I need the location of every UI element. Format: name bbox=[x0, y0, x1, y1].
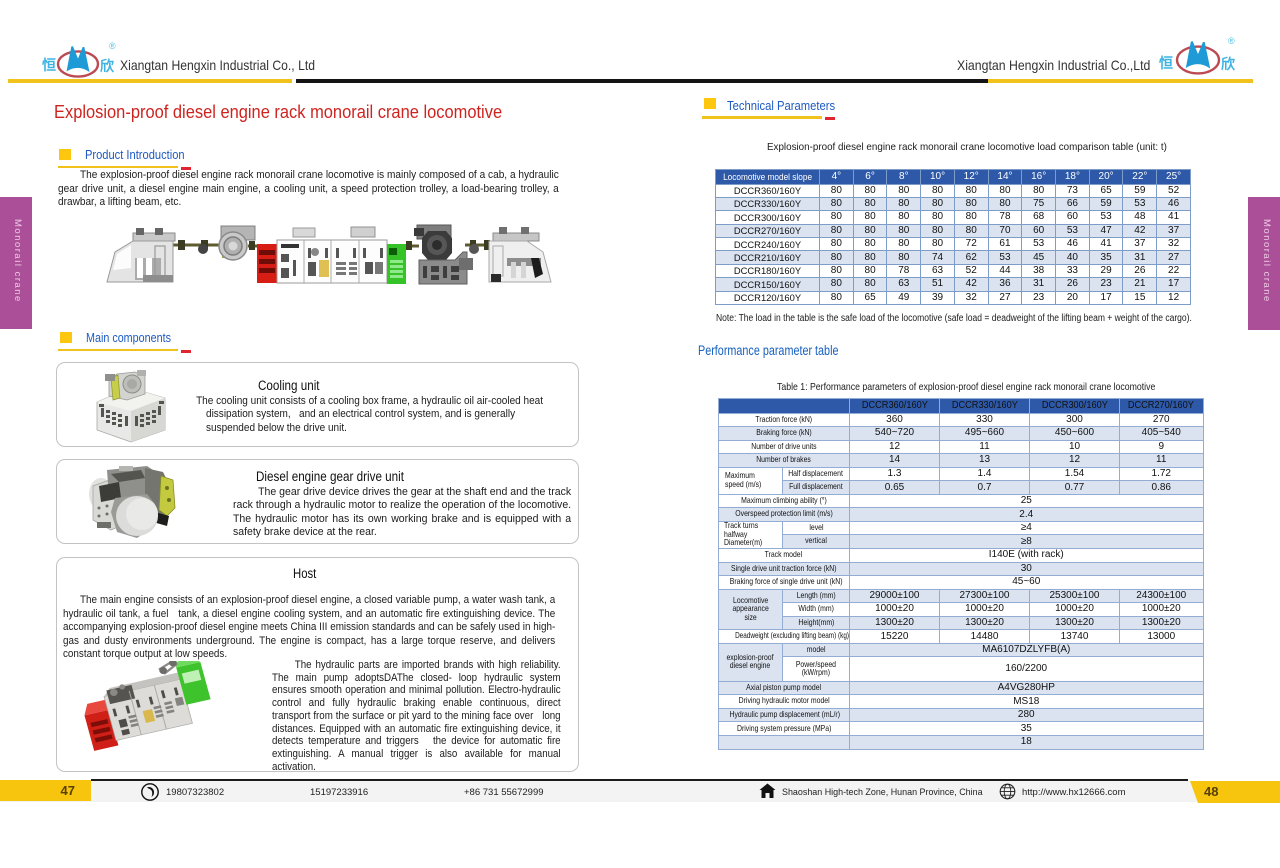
svg-text:®: ® bbox=[109, 41, 116, 51]
svg-text:恒: 恒 bbox=[42, 57, 56, 73]
svg-text:欣: 欣 bbox=[100, 58, 115, 74]
svg-text:欣: 欣 bbox=[1221, 56, 1236, 72]
svg-text:恒: 恒 bbox=[1159, 55, 1173, 71]
svg-text:®: ® bbox=[1228, 36, 1235, 46]
